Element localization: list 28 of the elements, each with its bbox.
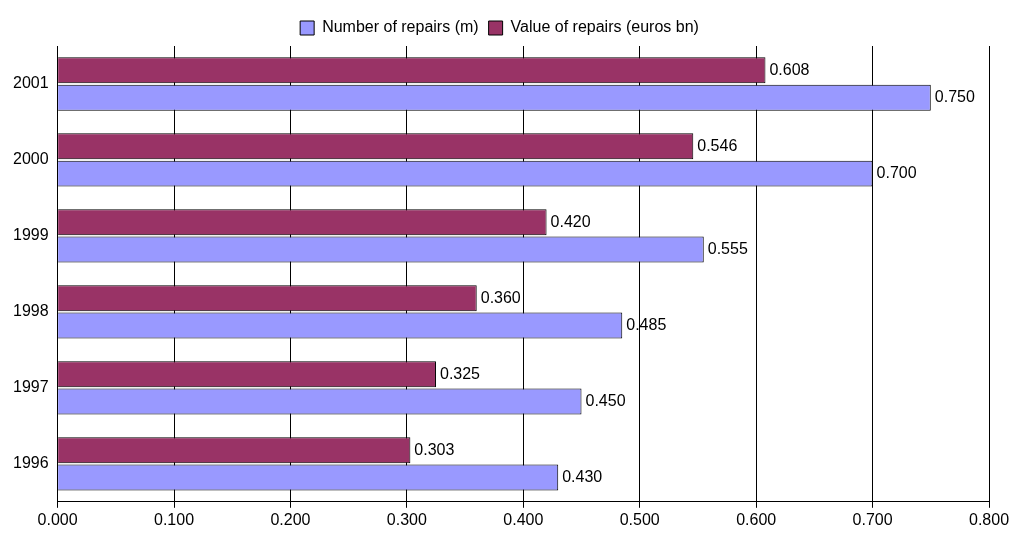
data-label: 0.303	[414, 440, 455, 458]
x-tick-label: 0.400	[503, 510, 544, 528]
x-tick-label: 0.300	[386, 510, 427, 528]
y-tick-label: 2000	[13, 150, 49, 168]
data-label: 0.608	[769, 60, 810, 78]
y-tick-label: 2001	[13, 74, 49, 92]
y-tick-label: 1997	[13, 378, 49, 396]
x-tick-label: 0.700	[852, 510, 893, 528]
data-label: 0.750	[934, 88, 975, 106]
data-label: 0.450	[585, 391, 626, 409]
data-label: 0.555	[707, 240, 748, 257]
data-label: 0.420	[550, 212, 591, 230]
y-tick-label: 1996	[13, 454, 49, 472]
data-label: 0.546	[697, 136, 738, 154]
x-tick-label: 0.800	[968, 510, 1010, 528]
data-label: 0.360	[480, 288, 521, 306]
x-tick-label: 0.100	[154, 510, 195, 528]
data-label: 0.325	[439, 364, 481, 382]
data-label: 0.430	[562, 467, 603, 485]
legend-label: Value of repairs (euros bn)	[510, 18, 699, 36]
x-tick-label: 0.600	[736, 510, 777, 528]
data-label: 0.700	[876, 164, 917, 182]
y-tick-label: 1999	[13, 226, 49, 244]
x-tick-label: 0.200	[270, 510, 311, 528]
y-tick-label: 1998	[13, 302, 49, 320]
x-tick-label: 0.000	[37, 510, 78, 528]
legend-label: Number of repairs (m)	[322, 18, 479, 36]
x-tick-label: 0.500	[619, 510, 660, 528]
